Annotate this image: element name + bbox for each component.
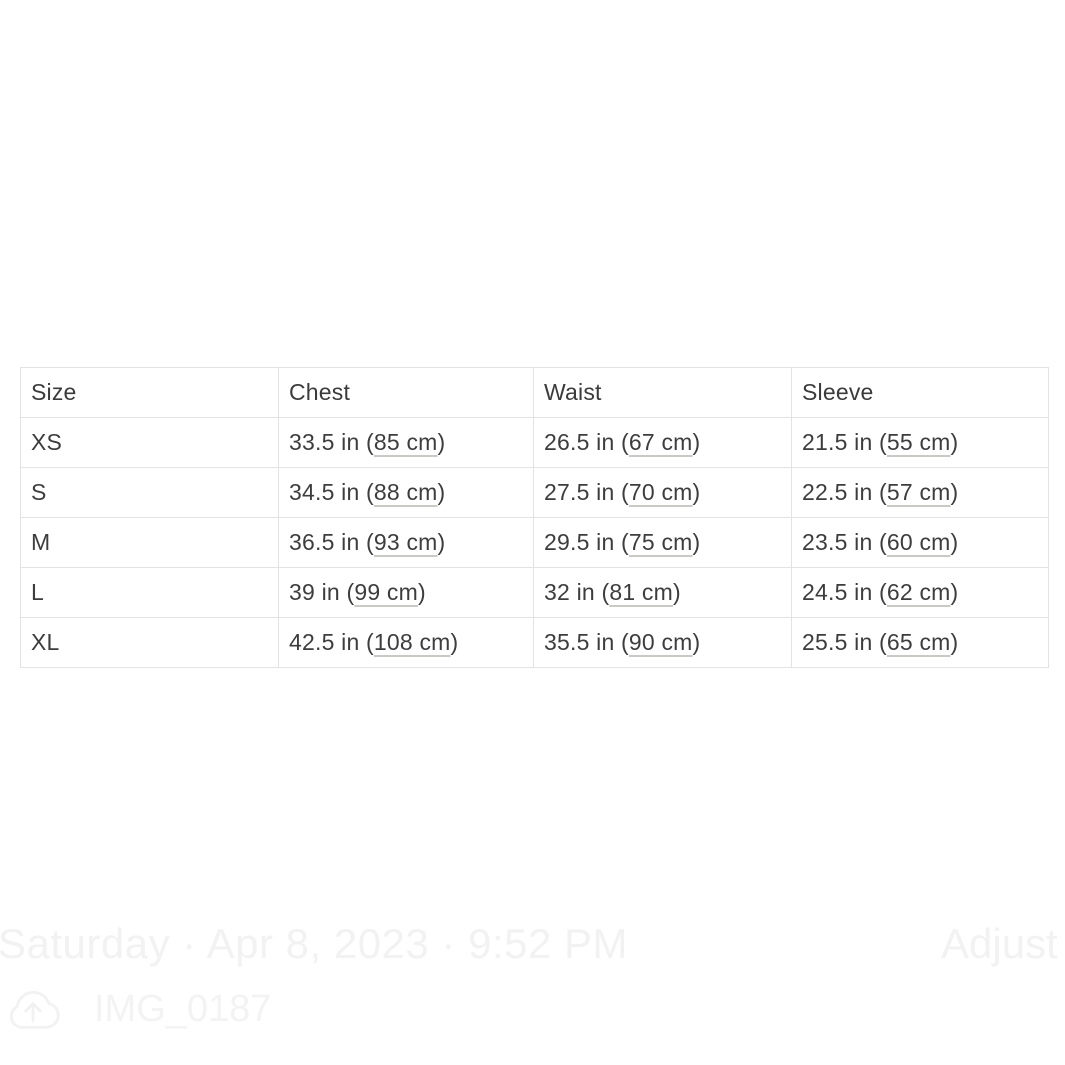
size-chart-body: XS 33.5 in (85 cm) 26.5 in (67 cm) 21.5 in … (20, 417, 1049, 668)
cell-m-chest: 36.5 in (93 cm) (278, 517, 534, 568)
sleeve-cm-value: 60 cm (886, 529, 951, 555)
waist-cm-value: 75 cm (628, 529, 693, 555)
sleeve-cm-value: 55 cm (886, 429, 951, 455)
table-row: XS 33.5 in (85 cm) 26.5 in (67 cm) 21.5 in … (20, 417, 1049, 468)
cell-size-xs: XS (20, 417, 279, 468)
cell-xl-waist: 35.5 in (90 cm) (533, 617, 792, 668)
sleeve-cm-value: 62 cm (886, 579, 951, 605)
cell-xl-chest: 42.5 in (108 cm) (278, 617, 534, 668)
column-header-size: Size (20, 367, 279, 418)
cell-m-waist: 29.5 in (75 cm) (533, 517, 792, 568)
cell-size-xl: XL (20, 617, 279, 668)
table-row: S 34.5 in (88 cm) 27.5 in (70 cm) 22.5 in (… (20, 467, 1049, 518)
cell-size-m: M (20, 517, 279, 568)
table-row: XL 42.5 in (108 cm) 35.5 in (90 cm) 25.5 in… (20, 617, 1049, 668)
chest-cm-value: 85 cm (373, 429, 438, 455)
chest-cm-value: 88 cm (373, 479, 438, 505)
sleeve-cm-value: 65 cm (886, 629, 951, 655)
sleeve-cm-value: 57 cm (886, 479, 951, 505)
cell-m-sleeve: 23.5 in (60 cm) (791, 517, 1049, 568)
cell-size-l: L (20, 567, 279, 618)
waist-cm-value: 67 cm (628, 429, 693, 455)
photo-filename: IMG_0187 (94, 987, 272, 1030)
chest-cm-value: 99 cm (354, 579, 418, 605)
cell-xs-chest: 33.5 in (85 cm) (278, 417, 534, 468)
waist-cm-value: 70 cm (628, 479, 693, 505)
cell-s-chest: 34.5 in (88 cm) (278, 467, 534, 518)
cell-s-waist: 27.5 in (70 cm) (533, 467, 792, 518)
cell-l-chest: 39 in (99 cm) (278, 567, 534, 618)
cell-size-s: S (20, 467, 279, 518)
table-row: M 36.5 in (93 cm) 29.5 in (75 cm) 23.5 in (… (20, 517, 1049, 568)
chest-cm-value: 93 cm (373, 529, 438, 555)
size-chart-header-row: Size Chest Waist Sleeve (20, 367, 1049, 418)
photo-datetime: Saturday · Apr 8, 2023 · 9:52 PM (0, 920, 629, 967)
cell-xs-waist: 26.5 in (67 cm) (533, 417, 792, 468)
cell-l-waist: 32 in (81 cm) (533, 567, 792, 618)
column-header-sleeve: Sleeve (791, 367, 1049, 418)
cell-xl-sleeve: 25.5 in (65 cm) (791, 617, 1049, 668)
table-row: L 39 in (99 cm) 32 in (81 cm) 24.5 in (62 c… (20, 567, 1049, 618)
column-header-chest: Chest (278, 367, 534, 418)
photo-file-info: IMG_0187 (2, 984, 271, 1034)
cloud-upload-icon (2, 984, 64, 1034)
cell-l-sleeve: 24.5 in (62 cm) (791, 567, 1049, 618)
cell-s-sleeve: 22.5 in (57 cm) (791, 467, 1049, 518)
waist-cm-value: 90 cm (628, 629, 693, 655)
column-header-waist: Waist (533, 367, 792, 418)
waist-cm-value: 81 cm (609, 579, 673, 605)
cell-xs-sleeve: 21.5 in (55 cm) (791, 417, 1049, 468)
chest-cm-value: 108 cm (373, 629, 451, 655)
size-chart-table: Size Chest Waist Sleeve XS 33.5 in (85 cm) 26… (20, 367, 1049, 668)
adjust-button[interactable]: Adjust (941, 920, 1058, 967)
